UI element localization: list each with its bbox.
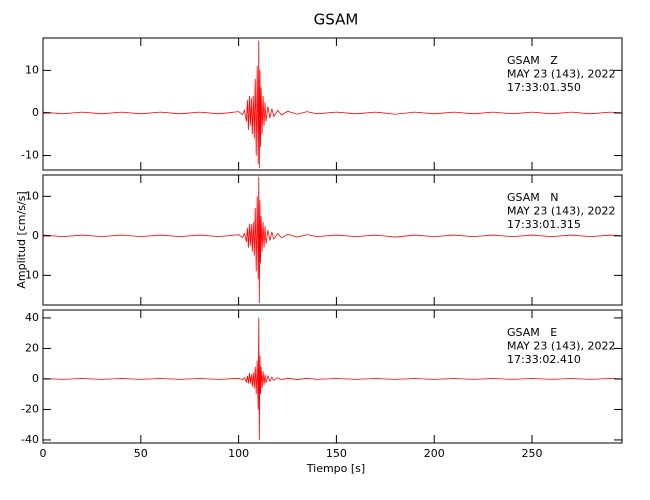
- y-tick-label: -10: [21, 149, 39, 162]
- y-tick-label: 20: [25, 341, 39, 354]
- y-tick-label: 0: [32, 106, 39, 119]
- panel-frame: [42, 37, 623, 171]
- y-tick-label: 10: [25, 63, 39, 76]
- y-tick-label: 40: [25, 311, 39, 324]
- chart-title: GSAM: [314, 11, 359, 29]
- x-tick-label: 200: [424, 447, 445, 460]
- annotation: MAY 23 (143), 2022: [507, 340, 615, 353]
- y-tick-label: 0: [32, 372, 39, 385]
- annotation: 17:33:01.350: [507, 81, 581, 94]
- x-tick-label: 100: [228, 447, 249, 460]
- annotation: GSAM N: [507, 191, 558, 204]
- y-axis-label: Amplitud [cm/s/s]: [15, 191, 28, 288]
- annotation: GSAM E: [507, 326, 557, 339]
- x-tick-label: 150: [326, 447, 347, 460]
- x-tick-label: 0: [40, 447, 47, 460]
- y-tick-label: 0: [32, 229, 39, 242]
- annotation: 17:33:02.410: [507, 353, 581, 366]
- waveform: [42, 176, 623, 304]
- annotation: MAY 23 (143), 2022: [507, 68, 615, 81]
- y-tick-label: -40: [21, 433, 39, 446]
- x-tick-label: 250: [522, 447, 543, 460]
- y-tick-label: 10: [25, 189, 39, 202]
- waveform: [42, 317, 623, 440]
- panel-frame: [42, 309, 623, 444]
- annotation: GSAM Z: [507, 54, 558, 67]
- annotation: MAY 23 (143), 2022: [507, 205, 615, 218]
- x-tick-label: 50: [134, 447, 148, 460]
- x-axis-label: Tiempo [s]: [306, 462, 365, 475]
- waveform: [42, 40, 623, 169]
- y-tick-label: -20: [21, 402, 39, 415]
- panel-frame: [42, 174, 623, 306]
- annotation: 17:33:01.315: [507, 218, 581, 231]
- y-tick-label: -10: [21, 268, 39, 281]
